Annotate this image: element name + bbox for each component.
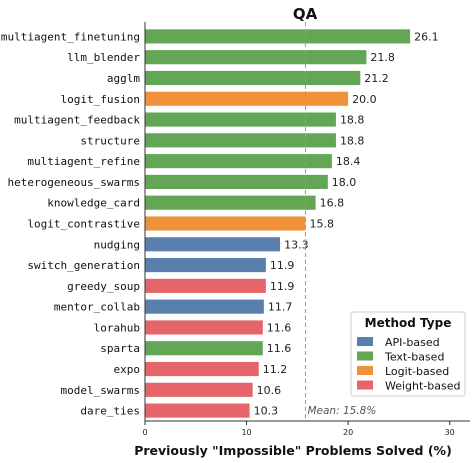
category-label: greedy_soup [67, 280, 140, 293]
x-tick-label: 0 [142, 428, 147, 437]
legend-swatch [357, 380, 373, 390]
value-label: 16.8 [320, 197, 345, 210]
bar-llm-blender [145, 50, 367, 65]
legend-entry-label: Weight-based [385, 380, 461, 393]
value-label: 18.4 [336, 155, 361, 168]
category-label: sparta [100, 342, 140, 355]
value-label: 18.0 [332, 176, 357, 189]
bar-switch-generation [145, 258, 266, 273]
value-label: 21.2 [364, 72, 389, 85]
legend: Method Type API-based Text-basedLogit-bas… [350, 311, 466, 397]
value-label: 15.8 [309, 218, 334, 231]
bar-multiagent-feedback [145, 112, 336, 127]
category-label: lorahub [94, 321, 140, 334]
category-label: knowledge_card [47, 197, 140, 210]
legend-title: Method Type [365, 316, 452, 330]
category-label: structure [80, 134, 140, 147]
category-label: logit_fusion [61, 93, 140, 106]
bar-knowledge-card [145, 195, 316, 210]
value-label: 26.1 [414, 30, 439, 43]
bar-greedy-soup [145, 278, 266, 293]
value-label: 18.8 [340, 134, 365, 147]
value-label: 11.9 [270, 259, 295, 272]
category-label: nudging [94, 238, 140, 251]
bar-mentor-collab [145, 299, 264, 314]
category-label: multiagent_finetuning [1, 30, 140, 43]
value-label: 11.7 [268, 301, 293, 314]
x-axis: 0 10 20 30 [142, 22, 470, 437]
category-label: agglm [107, 72, 140, 85]
value-label: 11.2 [263, 363, 288, 376]
value-label: 13.3 [284, 238, 309, 251]
category-label: multiagent_refine [27, 155, 140, 168]
bars-layer: multiagent_finetuning 26.1 llm_blender 21.8… [1, 22, 439, 421]
bar-heterogeneous-swarms [145, 174, 328, 189]
value-label: 20.0 [352, 93, 377, 106]
bar-multiagent-refine [145, 154, 332, 169]
value-label: 10.3 [254, 405, 278, 418]
x-axis-label: Previously "Impossible" Problems Solved … [134, 443, 452, 458]
legend-entry-label: Text-based [384, 351, 444, 364]
category-label: multiagent_feedback [14, 114, 140, 127]
bar-structure [145, 133, 336, 148]
category-label: llm_blender [67, 51, 140, 64]
chart-title: QA [293, 5, 318, 23]
x-tick-label: 20 [343, 428, 353, 437]
value-label: 18.8 [340, 114, 365, 127]
category-label: heterogeneous_swarms [8, 176, 140, 189]
category-label: expo [114, 363, 141, 376]
x-tick-label: 30 [445, 428, 455, 437]
value-label: 11.9 [270, 280, 295, 293]
legend-entry-label: Logit-based [385, 365, 449, 378]
legend-swatch [357, 366, 373, 375]
bar-lorahub [145, 320, 263, 335]
category-label: mentor_collab [54, 301, 140, 314]
legend-entry-label: API-based [385, 336, 440, 349]
bar-sparta [145, 341, 263, 356]
mean-label: Mean: 15.8% [307, 405, 376, 417]
value-label: 11.6 [267, 321, 292, 334]
category-label: dare_ties [80, 405, 140, 418]
category-label: logit_contrastive [27, 218, 140, 231]
bar-logit-contrastive [145, 216, 306, 231]
bar-multiagent-finetuning [145, 29, 411, 44]
bar-logit-fusion [145, 91, 349, 106]
category-label: model_swarms [61, 384, 140, 397]
legend-box [350, 311, 466, 397]
bar-nudging [145, 237, 281, 252]
value-label: 21.8 [370, 51, 395, 64]
bar-dare-ties [145, 403, 250, 418]
legend-swatch [357, 351, 373, 361]
x-tick-label: 10 [241, 428, 251, 437]
legend-swatch [357, 337, 373, 346]
category-label: switch_generation [27, 259, 140, 272]
bar-model-swarms [145, 382, 253, 397]
value-label: 10.6 [257, 384, 282, 397]
value-label: 11.6 [267, 342, 292, 355]
bar-expo [145, 361, 259, 377]
bar-agglm [145, 70, 361, 86]
